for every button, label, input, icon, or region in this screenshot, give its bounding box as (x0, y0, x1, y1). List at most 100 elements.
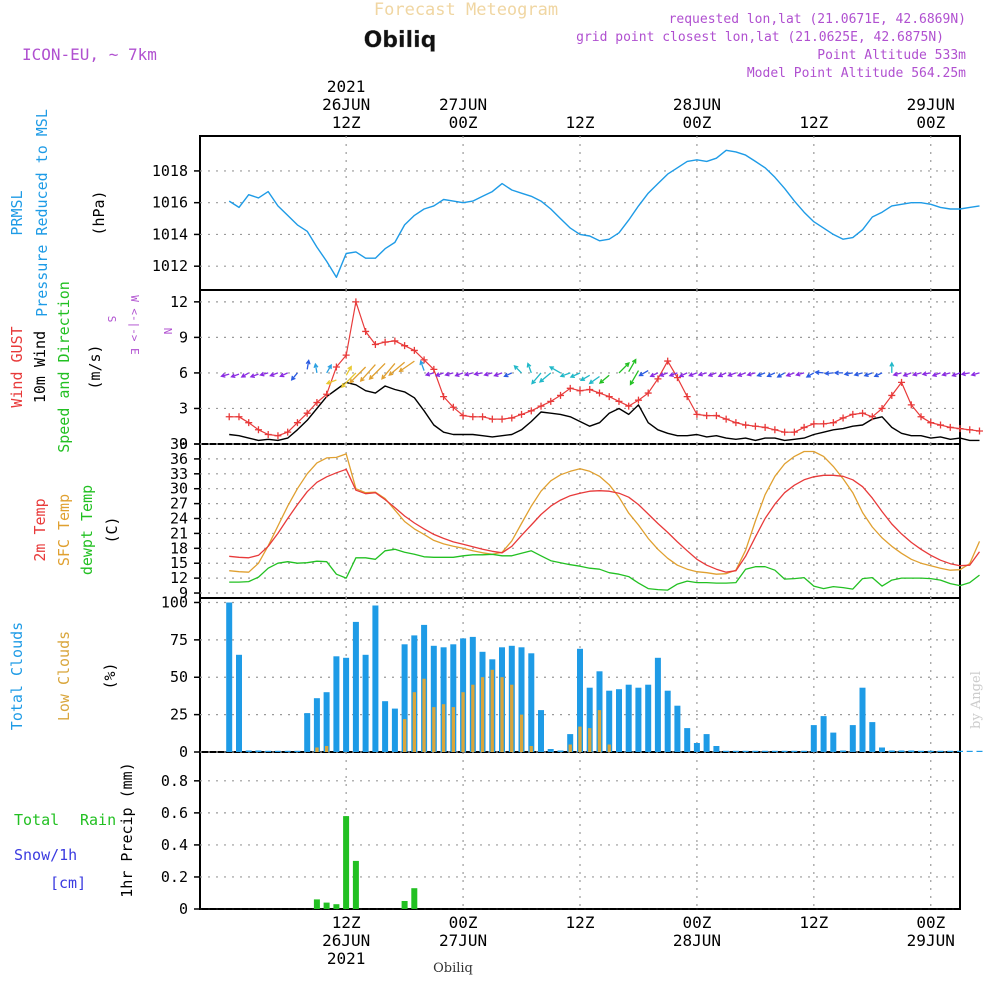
gust-marker (362, 327, 370, 335)
wind-direction-arrow (368, 362, 386, 380)
top-time-label-5-0: 29JUN (907, 95, 955, 114)
total-cloud-bar (333, 656, 340, 752)
t-tick-label-6: 27 (170, 495, 188, 513)
gust-marker (323, 390, 331, 398)
pressure-gridlines (200, 136, 960, 290)
total-cloud-bar (391, 708, 398, 752)
wind-direction-arrow (598, 374, 610, 384)
gust-marker (761, 423, 769, 431)
gust-marker (742, 421, 750, 429)
total-cloud-bar (654, 657, 661, 752)
bottom-time-label-4-0: 12Z (799, 913, 828, 932)
total-cloud-bar (635, 687, 642, 752)
requested-coords: requested lon,lat (21.0671E, 42.6869N) (669, 12, 966, 27)
top-time-label-0-0: 2021 (327, 77, 366, 96)
wind-direction-arrow (853, 371, 863, 377)
low-cloud-bar (519, 714, 524, 752)
precip-total-label: Total (14, 811, 59, 829)
t-tick-label-9: 36 (170, 450, 188, 468)
wind-direction-arrow (259, 371, 269, 377)
gust-marker (401, 342, 409, 350)
wind-direction-arrow (220, 372, 230, 378)
low-cloud-bar (578, 726, 582, 752)
gust-marker (615, 397, 623, 405)
temp-dewpt-label: dewpt Temp (78, 485, 96, 575)
total-cloud-bar (801, 750, 808, 752)
total-cloud-bar (781, 750, 788, 752)
wind-direction-arrow (444, 371, 454, 377)
wind-direction-arrow (313, 362, 319, 374)
gust-marker (664, 357, 672, 365)
wind-direction-arrow (434, 372, 444, 377)
c-tick-label-3: 75 (170, 631, 188, 649)
p-tick-label-2: 1016 (152, 194, 188, 212)
footer-location: Obiliq (433, 961, 473, 976)
low-cloud-bar (325, 746, 329, 752)
wind-direction-arrow (756, 372, 766, 377)
low-cloud-bar (461, 692, 465, 752)
wind-direction-arrow (269, 372, 279, 377)
wind-direction-arrow (746, 371, 756, 377)
total-cloud-bar (830, 732, 837, 752)
dewpt-line (229, 548, 980, 591)
wind-direction-arrow (493, 372, 503, 377)
wind-direction-arrow (960, 371, 970, 377)
wind-direction-arrow (398, 360, 415, 373)
wind-direction-arrow (388, 361, 406, 376)
wind-direction-arrow (873, 372, 883, 378)
gust-marker (800, 423, 808, 431)
wind-direction-arrow (279, 372, 288, 378)
top-time-label-5-1: 00Z (916, 113, 945, 132)
wind-direction-arrow (795, 371, 805, 377)
total-cloud-bar (606, 690, 613, 752)
gust-marker (576, 387, 584, 395)
total-cloud-bar (372, 605, 379, 752)
total-cloud-bar (547, 749, 554, 752)
total-cloud-bar (313, 698, 320, 752)
gust-marker (313, 399, 321, 407)
gust-marker (508, 414, 516, 422)
gust-marker (264, 431, 272, 439)
gust-marker (352, 298, 360, 306)
gust-marker (937, 421, 945, 429)
compass-west-east: W <-|-> E (128, 295, 141, 355)
wind-direction-arrow (349, 366, 367, 384)
total-cloud-bar (284, 750, 291, 752)
p-tick-label-1: 1014 (152, 225, 188, 243)
gust-marker (498, 415, 506, 423)
temp-2m-line (229, 468, 981, 573)
wind-10m-line (229, 381, 980, 442)
gust-marker (430, 365, 438, 373)
wind-direction-arrow (618, 362, 630, 374)
bottom-time-label-0-2: 2021 (327, 949, 366, 968)
gust-marker (878, 404, 886, 412)
gust-marker (712, 412, 720, 420)
pressure-y-ticks: 1012 1014 1016 1018 (152, 162, 200, 275)
rain-bar (333, 904, 340, 909)
bottom-time-label-0-0: 12Z (332, 913, 361, 932)
gust-marker (293, 419, 301, 427)
total-cloud-bar (927, 750, 934, 752)
wind-direction-arrow (911, 371, 922, 377)
t-tick-label-10: 39 (170, 435, 188, 453)
precip-panel-frame (199, 751, 961, 910)
wind-direction-arrow (707, 372, 717, 377)
total-cloud-bar (771, 750, 778, 752)
gust-marker (849, 410, 857, 418)
wind-gust-line (229, 301, 980, 437)
gust-marker (391, 337, 399, 345)
total-cloud-bar (869, 722, 876, 752)
total-cloud-bar (401, 644, 408, 752)
total-cloud-bar (713, 746, 720, 752)
wind-direction-arrow (658, 372, 668, 377)
gust-marker (284, 428, 292, 436)
wind-direction-arrow (249, 373, 259, 379)
temp-unit-label: (C) (103, 516, 121, 543)
clouds-y-ticks: 0 25 50 75 100 (161, 593, 200, 761)
bottom-time-label-3-1: 28JUN (673, 931, 721, 950)
total-cloud-bar (723, 750, 730, 752)
location-title: Obiliq (364, 28, 437, 53)
low-cloud-bar (480, 677, 485, 752)
precip-gridlines (200, 752, 960, 910)
